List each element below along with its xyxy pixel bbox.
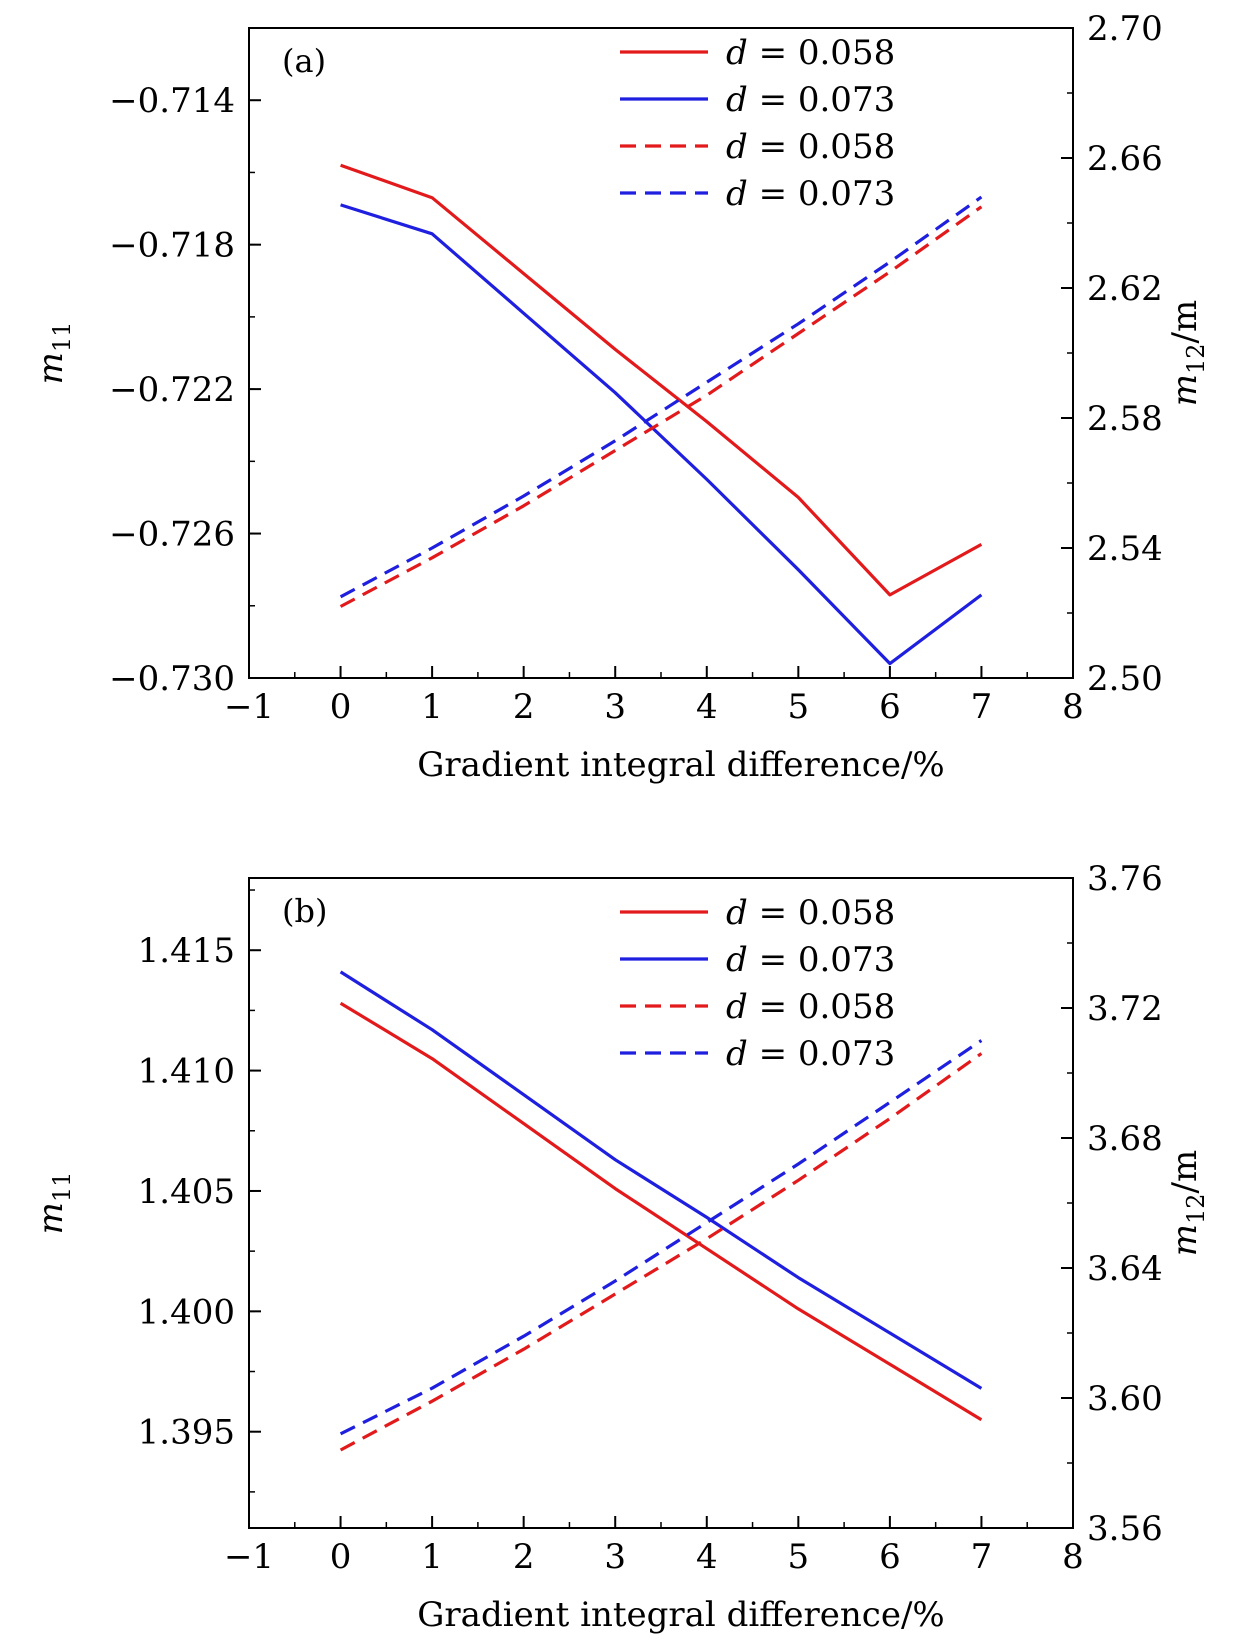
left-y-tick-label: 1.395 (138, 1413, 235, 1453)
x-tick-label: 0 (330, 687, 352, 727)
left-y-axis-title: m11 (31, 1172, 76, 1235)
x-tick-label: 4 (696, 687, 718, 727)
legend-label-var: d (726, 80, 748, 120)
series-line-right-2 (339, 205, 983, 608)
left-y-axis-title-sub: 11 (48, 322, 76, 353)
x-tick-label: 3 (604, 1537, 626, 1577)
left-y-tick-label: −0.722 (109, 370, 235, 410)
series-line-left-0 (340, 163, 983, 597)
left-y-tick-label: −0.714 (109, 81, 235, 121)
legend-label-value: = 0.058 (748, 893, 895, 933)
left-y-tick-label: 1.405 (138, 1172, 235, 1212)
x-axis-title: Gradient integral difference/% (417, 1595, 944, 1635)
legend-label-value: = 0.073 (748, 174, 895, 214)
x-tick-label: −1 (224, 687, 274, 727)
legend-label-value: = 0.058 (748, 33, 895, 73)
legend-label-var: d (726, 940, 748, 980)
left-y-tick-label: −0.718 (109, 226, 235, 266)
series-line-right-2 (339, 1052, 983, 1452)
panel-label: (a) (282, 42, 326, 80)
left-y-tick-label: 1.400 (138, 1292, 235, 1332)
legend-label-var: d (726, 33, 748, 73)
legend-label: d = 0.073 (726, 174, 895, 214)
x-tick-label: 0 (330, 1537, 352, 1577)
left-y-axis-title-sub: 11 (48, 1172, 76, 1203)
right-y-tick-label: 2.50 (1087, 659, 1163, 699)
right-y-axis-title-unit: /m (1165, 300, 1205, 344)
left-y-axis-title-main: m (31, 352, 71, 384)
right-y-tick-label: 3.72 (1087, 989, 1163, 1029)
legend-label-var: d (726, 987, 748, 1027)
x-tick-label: −1 (224, 1537, 274, 1577)
legend-label-value: = 0.073 (748, 80, 895, 120)
x-tick-label: 5 (788, 1537, 810, 1577)
right-y-tick-label: 3.60 (1087, 1379, 1163, 1419)
right-y-axis-title-unit: /m (1165, 1150, 1205, 1194)
x-tick-label: 2 (513, 1537, 535, 1577)
legend-label: d = 0.073 (726, 940, 895, 980)
legend-label-value: = 0.073 (748, 940, 895, 980)
right-y-axis-title: m12/m (1165, 300, 1210, 407)
panel-label: (b) (282, 892, 327, 930)
left-y-axis-title: m11 (31, 322, 76, 385)
x-tick-label: 8 (1062, 1537, 1084, 1577)
left-y-tick-label: −0.730 (109, 659, 235, 699)
x-tick-label: 1 (421, 687, 443, 727)
right-y-tick-label: 3.56 (1087, 1509, 1163, 1549)
right-y-axis-title-main: m (1165, 1224, 1205, 1256)
right-y-axis-title-sub: 12 (1182, 1193, 1210, 1224)
series-line-left-0 (339, 1001, 983, 1422)
right-y-tick-label: 2.58 (1087, 399, 1163, 439)
x-tick-label: 7 (971, 687, 993, 727)
series-line-right-3 (339, 1039, 983, 1436)
legend-label: d = 0.073 (726, 1034, 895, 1074)
right-y-axis-title: m12/m (1165, 1150, 1210, 1257)
x-axis-title: Gradient integral difference/% (417, 745, 944, 785)
right-y-tick-label: 2.66 (1087, 139, 1163, 179)
legend-label-var: d (726, 127, 748, 167)
x-tick-label: 6 (879, 687, 901, 727)
left-y-tick-label: −0.726 (109, 515, 235, 555)
x-tick-label: 2 (513, 687, 535, 727)
panel-b: −1 0 1 2 3 4 5 6 7 81.4151.4101.4051.4001.3953.76… (31, 859, 1210, 1635)
legend-label-value: = 0.058 (748, 987, 895, 1027)
right-y-tick-label: 3.64 (1087, 1249, 1163, 1289)
legend-label-value: = 0.058 (748, 127, 895, 167)
x-tick-label: 3 (604, 687, 626, 727)
legend-label: d = 0.058 (726, 33, 895, 73)
panel-a: −1 0 1 2 3 4 5 6 7 8−0.714−0.718−0.722−0.726−0.73… (31, 9, 1210, 785)
legend-label: d = 0.058 (726, 127, 895, 167)
x-tick-label: 1 (421, 1537, 443, 1577)
series-line-left-1 (340, 203, 983, 666)
legend-label: d = 0.058 (726, 893, 895, 933)
legend-label: d = 0.058 (726, 987, 895, 1027)
right-y-tick-label: 2.70 (1087, 9, 1163, 49)
legend-label-value: = 0.073 (748, 1034, 895, 1074)
left-y-tick-label: 1.410 (138, 1052, 235, 1092)
legend-label-var: d (726, 1034, 748, 1074)
right-y-tick-label: 3.76 (1087, 859, 1163, 899)
legend-label: d = 0.073 (726, 80, 895, 120)
legend-label-var: d (726, 174, 748, 214)
plot-frame (248, 877, 1074, 1529)
series-line-left-1 (339, 970, 983, 1390)
x-tick-label: 5 (788, 687, 810, 727)
right-y-tick-label: 3.68 (1087, 1119, 1163, 1159)
x-tick-label: 6 (879, 1537, 901, 1577)
x-tick-label: 7 (971, 1537, 993, 1577)
left-y-axis-title-main: m (31, 1202, 71, 1234)
x-tick-label: 4 (696, 1537, 718, 1577)
legend-label-var: d (726, 893, 748, 933)
series-line-right-3 (339, 195, 983, 599)
right-y-tick-label: 2.62 (1087, 269, 1163, 309)
x-tick-label: 8 (1062, 687, 1084, 727)
left-y-tick-label: 1.415 (138, 931, 235, 971)
right-y-axis-title-sub: 12 (1182, 343, 1210, 374)
right-y-axis-title-main: m (1165, 374, 1205, 406)
right-y-tick-label: 2.54 (1087, 529, 1163, 569)
